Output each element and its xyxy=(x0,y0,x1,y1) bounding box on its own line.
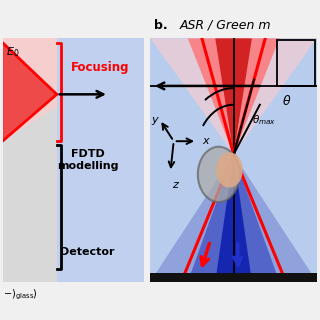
Text: FDTD
modelling: FDTD modelling xyxy=(57,149,118,171)
Polygon shape xyxy=(188,155,279,282)
Polygon shape xyxy=(215,38,252,155)
Text: $-$)$_{\mathrm{glass}}$): $-$)$_{\mathrm{glass}}$) xyxy=(3,288,38,302)
Text: b.: b. xyxy=(154,19,167,32)
FancyBboxPatch shape xyxy=(150,273,317,282)
Text: ASR / Green m: ASR / Green m xyxy=(179,19,271,32)
Polygon shape xyxy=(3,38,57,140)
Polygon shape xyxy=(3,43,57,140)
Polygon shape xyxy=(188,38,279,155)
Text: Focusing: Focusing xyxy=(71,61,129,74)
FancyBboxPatch shape xyxy=(3,38,57,282)
Text: y: y xyxy=(151,115,158,124)
Text: x: x xyxy=(202,136,209,146)
Polygon shape xyxy=(150,38,317,155)
Polygon shape xyxy=(215,155,252,282)
Circle shape xyxy=(198,147,239,202)
Text: $\theta$: $\theta$ xyxy=(282,94,291,108)
Text: $\theta_{max}$: $\theta_{max}$ xyxy=(252,114,276,127)
Text: Detector: Detector xyxy=(60,247,115,257)
FancyBboxPatch shape xyxy=(150,38,317,282)
Circle shape xyxy=(216,152,243,188)
Text: $E_0$: $E_0$ xyxy=(6,46,20,60)
Polygon shape xyxy=(150,155,317,282)
FancyBboxPatch shape xyxy=(57,38,144,282)
Text: z: z xyxy=(172,180,178,190)
